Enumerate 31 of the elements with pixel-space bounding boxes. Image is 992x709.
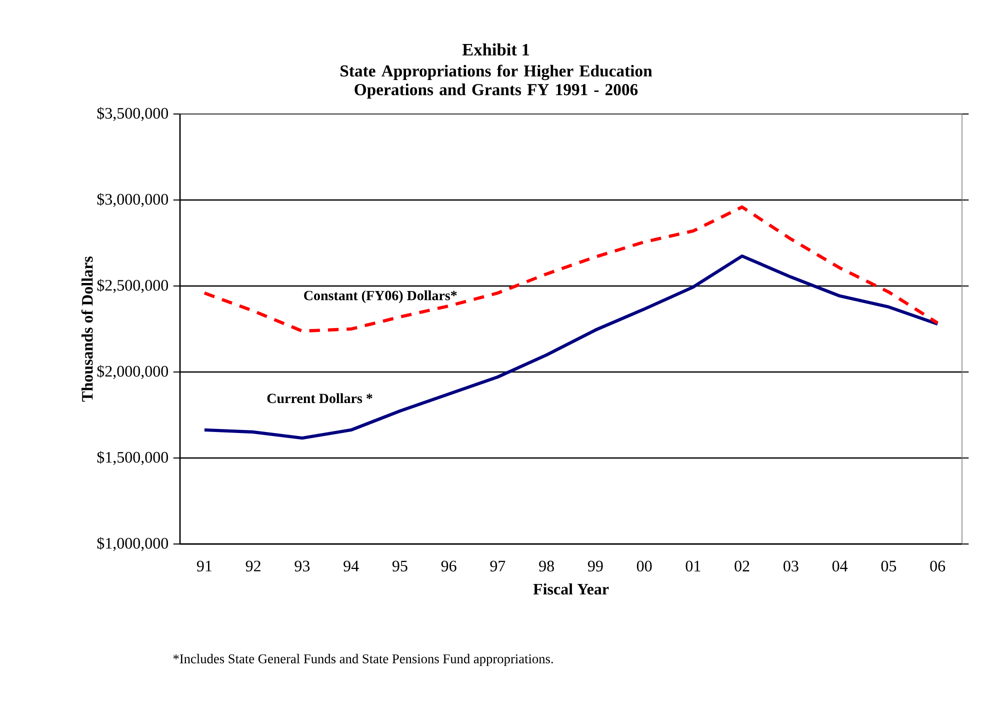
y-tick-label: $2,000,000: [97, 364, 168, 379]
x-tick-label: 91: [196, 560, 212, 572]
y-axis-title: Thousands of Dollars: [81, 256, 93, 402]
y-tick-label: $3,500,000: [97, 106, 168, 121]
x-axis-title: Fiscal Year: [533, 583, 609, 594]
x-tick-label: 00: [636, 560, 652, 572]
x-tick-label: 03: [784, 560, 798, 572]
line-series: [202, 205, 940, 333]
x-tick-label: 93: [294, 560, 310, 572]
y-tick-label: $2,500,000: [97, 278, 168, 293]
x-tick-label: 05: [881, 560, 896, 572]
x-tick-label: 95: [392, 560, 408, 572]
series-label: Current Dollars *: [267, 393, 372, 404]
y-tick-label: $1,000,000: [97, 536, 168, 551]
x-tick-label: 92: [246, 560, 260, 572]
chart-title: Exhibit 1: [462, 43, 530, 56]
x-tick-label: 01: [686, 560, 700, 572]
x-tick-label: 06: [930, 560, 946, 572]
x-tick-label: 97: [490, 560, 506, 572]
y-tick-label: $1,500,000: [97, 450, 168, 465]
line-series: [202, 254, 940, 440]
y-tick-label: $3,000,000: [97, 192, 168, 207]
x-tick-label: 04: [832, 560, 848, 572]
x-tick-label: 96: [441, 560, 456, 572]
series-label: Constant (FY06) Dollars*: [304, 290, 457, 303]
x-tick-label: 98: [539, 560, 554, 572]
text: *Includes State General Funds and State Pensions Fund appropriations.: [173, 654, 553, 666]
x-tick-label: 99: [588, 560, 603, 572]
chart-subtitle: State Appropriations for Higher Education Operations and Grants FY 1991 - 2006: [340, 64, 652, 98]
x-tick-label: 94: [344, 560, 359, 572]
x-tick-label: 02: [734, 560, 750, 572]
